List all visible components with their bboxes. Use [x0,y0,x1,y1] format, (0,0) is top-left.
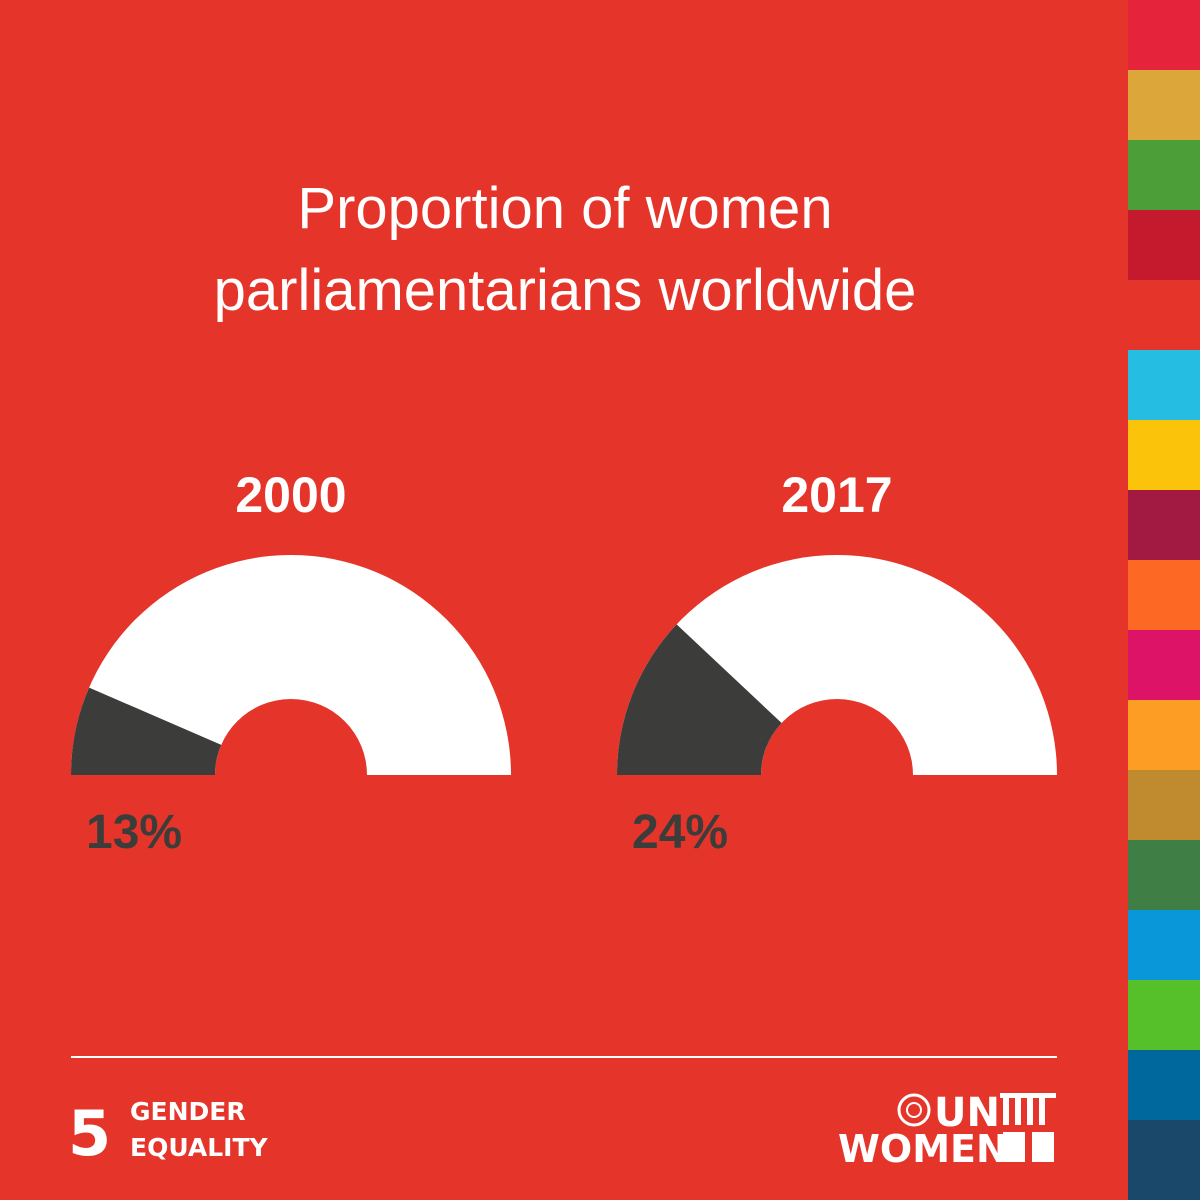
logo-text: WOMEN [838,1127,1008,1171]
chart-title: 2017 [781,467,892,523]
value-label: 13% [86,806,182,859]
goal-number: 5 [68,1097,111,1170]
goal-name: EQUALITY [130,1133,268,1162]
chart-title: 2000 [235,467,346,523]
logo-mark [1000,1093,1056,1162]
gauge-track [71,555,511,775]
goal-name: GENDER [130,1097,246,1126]
sdg-stripes [1128,0,1200,1200]
gauge-segment [617,624,782,775]
value-label: 24% [632,806,728,859]
logo-text: UN [934,1090,1000,1136]
title: Proportion of women parliamentarians wor… [213,176,917,323]
un-emblem [897,1093,931,1127]
gauge-segment [71,687,222,775]
